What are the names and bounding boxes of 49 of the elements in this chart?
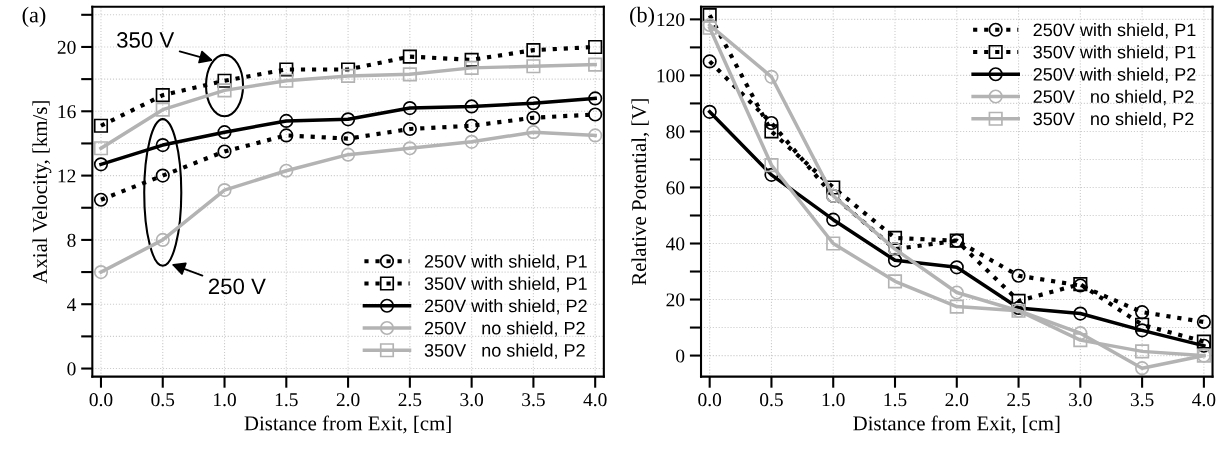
y-tick-label: 20	[57, 40, 76, 54]
legend-label: 250V with shield, P1	[1033, 23, 1196, 39]
y-tick-label: 40	[665, 237, 685, 251]
x-tick-label: 3.0	[460, 393, 484, 407]
legend-label: 250V with shield, P1	[424, 254, 587, 270]
x-tick-label: 1.5	[275, 393, 298, 407]
x-tick-label: 0.0	[89, 393, 113, 407]
x-tick-label: 0.5	[760, 393, 783, 407]
y-tick-label: 60	[666, 181, 685, 195]
y-tick-label: 0	[676, 349, 685, 363]
legend-label: 350V no shield, P2	[1033, 112, 1194, 128]
text: (a)	[22, 6, 46, 27]
text: (b)	[630, 6, 655, 27]
legend-label: 350V no shield, P2	[424, 343, 585, 359]
annotation: 350 V	[116, 32, 175, 48]
x-tick-label: 1.5	[884, 393, 907, 407]
legend-label: 250V no shield, P2	[424, 321, 585, 337]
y-tick-label: 20	[666, 293, 685, 307]
y-tick-label: 80	[666, 125, 685, 139]
y-tick-label: 12	[58, 169, 76, 183]
x-tick-label: 0.5	[151, 393, 175, 407]
x-tick-label: 1.0	[214, 393, 236, 407]
y-tick-label: 100	[657, 69, 685, 83]
x-tick-label: 2.0	[336, 393, 360, 407]
x-tick-label: 3.5	[1130, 393, 1154, 407]
y-axis-title: Relative Potential, [V]	[631, 99, 650, 286]
x-axis-title: Distance from Exit, [cm]	[853, 415, 1060, 434]
x-tick-label: 2.5	[398, 393, 422, 407]
annotation: 250 V	[208, 278, 266, 295]
x-tick-label: 3.5	[522, 393, 545, 407]
y-tick-label: 4	[67, 298, 77, 311]
legend-label: 250V with shield, P2	[1033, 67, 1196, 83]
legend-label: 250V with shield, P2	[424, 299, 587, 315]
x-tick-label: 4.0	[583, 393, 607, 407]
legend-label: 350V with shield, P1	[1033, 45, 1196, 61]
legend-label: 350V with shield, P1	[424, 276, 587, 293]
y-tick-label: 0	[67, 362, 76, 376]
x-tick-label: 1.0	[822, 393, 845, 407]
y-axis-title: Axial Velocity, [km/s]	[32, 101, 52, 284]
x-tick-label: 0.0	[698, 393, 722, 407]
legend-label: 250V no shield, P2	[1033, 89, 1194, 106]
x-axis-title: Distance from Exit, [cm]	[244, 415, 451, 434]
x-tick-label: 4.0	[1192, 393, 1216, 407]
y-tick-label: 16	[58, 105, 76, 119]
y-tick-label: 120	[657, 13, 685, 27]
y-tick-label: 8	[67, 233, 76, 247]
x-tick-label: 2.5	[1007, 393, 1030, 407]
x-tick-label: 3.0	[1069, 393, 1092, 407]
x-tick-label: 2.0	[945, 393, 969, 407]
